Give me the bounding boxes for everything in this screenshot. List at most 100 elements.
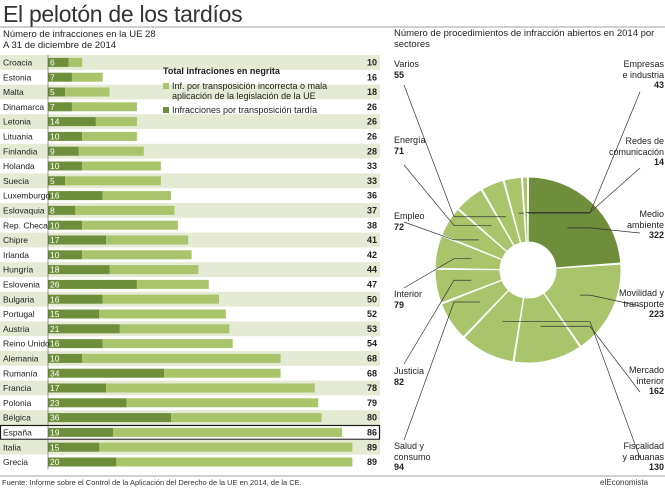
- total-label: 26: [367, 102, 377, 112]
- bar-tardia-rep-checa: [48, 220, 83, 230]
- slice-justicia: [434, 268, 503, 304]
- bar-incorrecta-espa-a: [112, 427, 343, 437]
- sector-value: 322: [648, 230, 664, 240]
- source-note: Fuente: Informe sobre el Control de la A…: [2, 478, 302, 487]
- bar-incorrecta-ruman-a: [164, 368, 281, 378]
- country-label: Chipre: [3, 235, 28, 245]
- late-value-label: 7: [50, 102, 55, 112]
- bar-incorrecta-austria: [119, 324, 230, 334]
- total-label: 18: [367, 87, 377, 97]
- sector-name-line: Energía: [394, 135, 426, 145]
- legend-item-incorrecta: Inf. por transposición incorrecta o mala…: [163, 81, 353, 102]
- bar-chart: Croacia 6 10 Estonia 7 16 Malta 5 18 Dinamarca 7 26…: [0, 55, 381, 470]
- leader-interior: [403, 258, 472, 289]
- late-value-label: 17: [50, 383, 60, 393]
- bar-incorrecta-polonia: [126, 398, 319, 408]
- sector-name-line: consumo: [394, 451, 431, 462]
- bar-tardia-irlanda: [48, 250, 83, 260]
- late-value-label: 16: [50, 339, 60, 349]
- legend-label-incorrecta: Inf. por transposición incorrecta o mala…: [172, 80, 328, 102]
- bar-incorrecta-eslovaquia: [75, 205, 175, 215]
- country-label: Holanda: [3, 161, 35, 171]
- total-label: 50: [367, 294, 377, 304]
- total-label: 36: [367, 191, 377, 201]
- sector-name-line: ambiente: [626, 219, 664, 230]
- total-label: 79: [367, 398, 377, 408]
- bar-tardia-alemania: [48, 353, 83, 363]
- bar-incorrecta-suecia: [65, 176, 161, 186]
- bar-incorrecta-b-lgica: [171, 413, 322, 423]
- bar-tardia-estonia: [48, 72, 72, 82]
- sector-label-fiscalidad-y-aduanas: Fiscalidad y aduanas 130: [622, 441, 664, 473]
- total-label: 26: [367, 117, 377, 127]
- sector-label-empleo: Empleo 72: [394, 211, 425, 232]
- country-label: Irlanda: [3, 250, 29, 260]
- total-label: 44: [367, 265, 377, 275]
- late-value-label: 23: [50, 398, 60, 408]
- leader-justicia: [403, 279, 472, 365]
- sector-label-justicia: Justicia 82: [394, 366, 424, 387]
- bar-tardia-luxemburgo: [48, 191, 103, 201]
- bar-incorrecta-chipre: [106, 235, 189, 245]
- bar-incorrecta-bulgaria: [102, 294, 219, 304]
- leader-medio-ambiente: [567, 227, 641, 234]
- late-value-label: 10: [50, 161, 60, 171]
- sector-name-line: interior: [636, 375, 664, 386]
- bar-incorrecta-lituania: [82, 131, 137, 141]
- bar-tardia-francia: [48, 383, 107, 393]
- late-value-label: 16: [50, 191, 60, 201]
- country-label: Rumanía: [3, 368, 38, 378]
- total-label: 89: [367, 457, 377, 467]
- bar-tardia-eslovenia: [48, 279, 137, 289]
- country-label: Bélgica: [3, 413, 31, 423]
- sector-value: 223: [648, 309, 664, 319]
- total-label: 16: [367, 72, 377, 82]
- bar-incorrecta-hungr-a: [109, 265, 199, 275]
- sector-label-interior: Interior 79: [394, 289, 422, 310]
- total-label: 33: [367, 161, 377, 171]
- country-label: Alemania: [3, 354, 39, 364]
- total-label: 89: [367, 442, 377, 452]
- leader-empresas-e-industria: [518, 91, 641, 214]
- leader-mercado-interior: [540, 325, 641, 393]
- late-value-label: 21: [50, 324, 60, 334]
- legend-swatch-dark: [163, 106, 169, 113]
- sector-name-line: Empresas: [623, 59, 664, 69]
- sector-value: 14: [653, 157, 664, 167]
- publisher-brand: elEconomista: [600, 478, 649, 487]
- total-label: 38: [367, 220, 377, 230]
- country-label: Portugal: [3, 309, 35, 319]
- total-label: 54: [367, 339, 377, 349]
- late-value-label: 15: [50, 309, 60, 319]
- total-label: 41: [367, 235, 377, 245]
- late-value-label: 9: [50, 146, 55, 156]
- leader-salud-y-consumo: [403, 301, 481, 441]
- slice-mercado-interior: [513, 292, 581, 364]
- late-value-label: 5: [50, 176, 55, 186]
- country-label: Suecia: [3, 176, 29, 186]
- late-value-label: 14: [50, 117, 60, 127]
- slice-movilidad-y-transporte: [543, 263, 622, 348]
- late-value-label: 7: [50, 72, 55, 82]
- sector-name-line: transporte: [623, 298, 664, 309]
- late-value-label: 10: [50, 250, 60, 260]
- legend-title: Total infraciones en negrita: [163, 66, 280, 76]
- country-label: Eslovaquia: [3, 206, 45, 216]
- late-value-label: 10: [50, 354, 60, 364]
- leader-movilidad-y-transporte: [579, 294, 641, 307]
- country-label: Austria: [3, 324, 30, 334]
- country-label: Letonia: [3, 117, 31, 127]
- bar-tardia-hungr-a: [48, 265, 110, 275]
- total-label: 42: [367, 250, 377, 260]
- country-label: Grecia: [3, 457, 28, 467]
- sector-label-empresas-e-industria: Empresas e industria 43: [622, 59, 664, 91]
- leader-redes-de-comunicacion: [526, 167, 641, 213]
- total-label: 28: [367, 146, 377, 156]
- bar-tardia-holanda: [48, 161, 83, 171]
- late-value-label: 8: [50, 206, 55, 216]
- country-label: Estonia: [3, 72, 32, 82]
- bar-tardia-malta: [48, 87, 66, 97]
- country-label: Italia: [3, 442, 21, 452]
- page-title: El pelotón de los tardíos: [3, 1, 243, 27]
